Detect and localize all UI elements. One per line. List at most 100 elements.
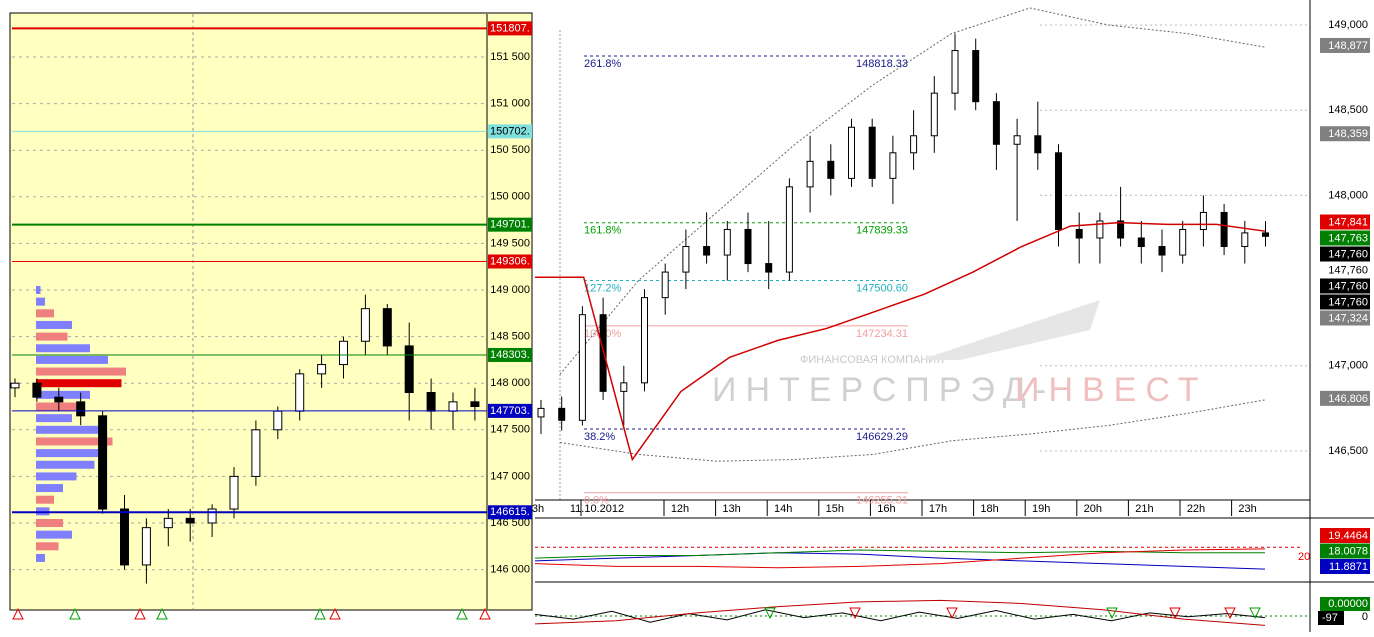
candle-body — [98, 415, 108, 510]
volume-profile-bar — [36, 344, 90, 353]
volume-profile-bar — [36, 437, 113, 446]
candle-body — [827, 160, 835, 179]
price-badge-label: 147,760 — [1328, 280, 1368, 292]
volume-profile-bar — [36, 332, 68, 341]
price-badge — [1320, 246, 1370, 262]
candle-body — [682, 246, 690, 273]
candle-body — [141, 527, 151, 566]
signal-marker — [1224, 607, 1236, 620]
fib-value: 147234.31 — [856, 328, 908, 340]
price-badge — [1320, 278, 1370, 294]
candle-body — [1034, 135, 1042, 154]
price-tick-label: 151 500 — [490, 51, 530, 63]
candle-body — [32, 382, 42, 398]
candle-body — [54, 396, 64, 403]
watermark: ИНВЕСТ — [1015, 371, 1208, 409]
price-tick-label: 149 500 — [490, 237, 530, 249]
price-badge-label: 148,359 — [1328, 128, 1368, 140]
candle-body — [448, 401, 458, 412]
candle-body — [426, 392, 436, 412]
price-tick-label: 147,000 — [1328, 360, 1368, 372]
candle-body — [317, 364, 327, 375]
signal-marker — [156, 607, 168, 620]
volume-profile-bar — [36, 286, 41, 294]
price-tick-label: 151 000 — [490, 98, 530, 110]
price-badge-label: 147,763 — [1328, 232, 1368, 244]
candle-body — [599, 314, 607, 392]
candle-body — [930, 92, 938, 137]
time-label: 15h — [826, 503, 844, 515]
candle-body — [703, 246, 711, 256]
candle-body — [1117, 220, 1125, 239]
candle-body — [1096, 220, 1104, 239]
osc-badge — [1320, 597, 1370, 611]
time-label: 11.10.2012 — [570, 503, 624, 515]
level-badge — [488, 21, 532, 36]
fib-label: 261.8% — [584, 58, 622, 70]
price-badge-label: 147,841 — [1328, 216, 1368, 228]
price-badge-label: 147,760 — [1328, 248, 1368, 260]
candle-body — [470, 401, 480, 407]
main-chart: 149,000 148,500 148,000 147,000 146,500 3h 11.… — [521, 7, 1370, 626]
price-tick-label: 147 500 — [490, 424, 530, 436]
candle-body — [1220, 211, 1228, 248]
candle-body — [1013, 135, 1021, 145]
price-badge — [1320, 230, 1370, 246]
price-tick-label: 148,500 — [1328, 104, 1368, 116]
candle-body — [723, 228, 731, 256]
signal-marker — [764, 607, 776, 620]
inset-background — [9, 12, 533, 611]
candle-body — [229, 475, 239, 510]
level-badge — [488, 124, 532, 139]
signal-marker — [1249, 607, 1261, 620]
signal-marker — [1106, 607, 1118, 620]
time-label: 13h — [722, 503, 740, 515]
level-badge-label: 149306. — [490, 255, 530, 267]
watermark-logo — [920, 300, 1100, 360]
candle-body — [951, 50, 959, 94]
volume-profile-bar — [36, 367, 126, 376]
price-tick-label: 148 500 — [490, 331, 530, 343]
inset-chart: 151 500 151 000 150 500 150 000 149 500 149 0… — [9, 12, 533, 620]
level-badge-label: 148303. — [490, 349, 530, 361]
osc-line — [534, 549, 1265, 559]
level-badge — [488, 505, 532, 520]
price-tick-label: 146,500 — [1328, 445, 1368, 457]
candle-body — [785, 186, 793, 273]
osc-badge-label: 19.4464 — [1328, 530, 1368, 542]
volume-profile-bar — [36, 320, 72, 329]
price-tick-label: 146 000 — [490, 564, 530, 576]
fib-value: 148818.33 — [856, 58, 908, 70]
signal-marker — [946, 607, 958, 620]
time-label: 17h — [929, 503, 947, 515]
osc-zero-label: 0 — [1362, 611, 1368, 623]
level-badge-label: 146615. — [490, 506, 530, 518]
osc-level-label: 20 — [1298, 551, 1310, 563]
osc-badge-label: 0.00000 — [1328, 598, 1368, 610]
candle-body — [273, 410, 283, 431]
price-tick-label: 148 000 — [490, 377, 530, 389]
candle-body — [404, 345, 414, 394]
candle-body — [806, 160, 814, 188]
osc-line — [534, 599, 1266, 626]
fib-value: 146255.31 — [856, 495, 908, 507]
price-badge — [1320, 390, 1370, 406]
time-label: 18h — [980, 503, 998, 515]
candle-body — [1158, 246, 1166, 256]
price-badge-label: 147,324 — [1328, 312, 1368, 324]
signal-marker — [314, 607, 326, 620]
candle-body — [1055, 152, 1062, 230]
candle-body — [339, 340, 348, 366]
candle-body — [295, 373, 305, 412]
candle-body — [537, 407, 545, 418]
candle-body — [868, 126, 876, 179]
osc-line — [534, 548, 1266, 569]
volume-profile-bar — [36, 519, 63, 527]
candle-body — [185, 517, 195, 524]
candle-body — [661, 271, 669, 299]
candle-body — [848, 126, 855, 179]
time-label: 22h — [1187, 503, 1205, 515]
time-label: 19h — [1032, 503, 1050, 515]
signal-marker — [479, 607, 491, 620]
volume-profile-bar — [36, 379, 122, 388]
